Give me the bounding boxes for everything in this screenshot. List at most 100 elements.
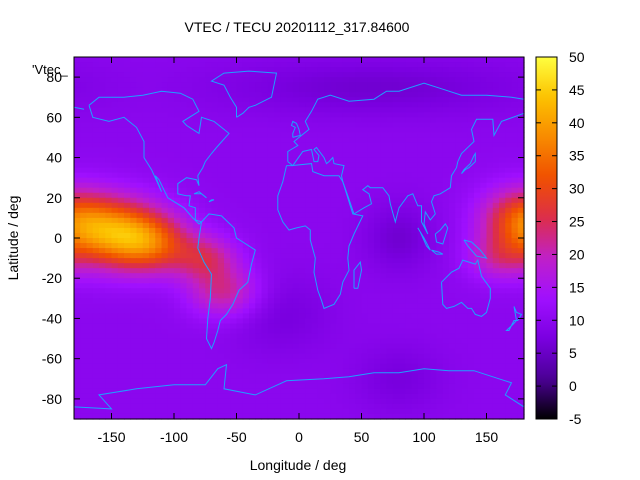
heatmap-cell [361,67,369,73]
heatmap-cell [217,283,225,289]
heatmap-cell [424,333,431,340]
heatmap-cell [411,222,419,229]
heatmap-cell [461,283,469,289]
heatmap-cell [105,363,113,370]
heatmap-cell [111,303,119,309]
heatmap-cell [155,152,163,159]
heatmap-cell [249,157,256,164]
heatmap-cell [374,192,381,199]
heatmap-cell [336,378,344,385]
heatmap-cell [417,107,425,113]
heatmap-cell [342,293,350,299]
heatmap-cell [224,258,231,264]
heatmap-cell [74,368,81,375]
heatmap-cell [124,142,131,149]
heatmap-cell [161,107,169,113]
heatmap-cell [111,137,119,144]
heatmap-cell [280,127,288,134]
heatmap-cell [505,182,513,189]
heatmap-cell [330,147,338,154]
heatmap-cell [199,57,206,63]
heatmap-cell [455,182,463,189]
heatmap-cell [111,353,119,360]
heatmap-cell [424,67,431,73]
heatmap-cell [267,97,275,103]
heatmap-cell [292,368,300,375]
heatmap-cell [474,102,481,108]
heatmap-cell [149,363,156,370]
heatmap-cell [436,398,444,405]
heatmap-cell [349,368,356,375]
heatmap-cell [192,227,200,234]
heatmap-cell [155,232,163,239]
heatmap-cell [192,323,200,330]
heatmap-cell [449,112,456,118]
heatmap-cell [161,112,169,118]
heatmap-cell [161,82,169,88]
heatmap-cell [517,288,525,294]
heatmap-cell [474,157,481,164]
heatmap-cell [305,348,313,355]
heatmap-cell [74,238,81,244]
heatmap-cell [511,142,519,149]
heatmap-cell [355,172,363,179]
heatmap-cell [455,318,463,325]
heatmap-cell [217,293,225,299]
heatmap-cell [142,222,150,229]
heatmap-cell [274,102,281,108]
heatmap-cell [411,388,419,395]
heatmap-cell [480,393,488,400]
heatmap-cell [367,283,375,289]
heatmap-cell [80,363,88,370]
heatmap-cell [105,182,113,189]
heatmap-cell [480,318,488,325]
heatmap-cell [86,197,94,204]
heatmap-cell [380,268,388,274]
heatmap-cell [436,293,444,299]
heatmap-cell [374,197,381,204]
heatmap-cell [299,368,306,375]
heatmap-cell [292,388,300,395]
heatmap-cell [136,107,144,113]
heatmap-cell [449,232,456,239]
heatmap-cell [261,212,269,219]
heatmap-cell [255,273,263,279]
heatmap-cell [161,388,169,395]
heatmap-cell [411,62,419,68]
heatmap-cell [130,333,138,340]
heatmap-cell [86,358,94,365]
heatmap-cell [430,62,438,68]
heatmap-cell [74,127,81,134]
heatmap-cell [211,117,219,123]
heatmap-cell [205,227,213,234]
heatmap-cell [124,167,131,174]
heatmap-cell [124,197,131,204]
heatmap-cell [255,393,263,400]
heatmap-cell [355,227,363,234]
heatmap-cell [192,383,200,390]
heatmap-cell [280,117,288,123]
heatmap-cell [167,273,175,279]
heatmap-cell [455,217,463,224]
heatmap-cell [461,343,469,350]
heatmap-cell [180,142,188,149]
heatmap-cell [286,62,294,68]
heatmap-cell [467,388,475,395]
heatmap-cell [317,227,325,234]
heatmap-cell [455,353,463,360]
heatmap-cell [436,172,444,179]
heatmap-cell [424,388,431,395]
heatmap-cell [167,227,175,234]
heatmap-cell [399,363,406,370]
heatmap-cell [217,278,225,284]
heatmap-cell [74,243,81,249]
heatmap-cell [199,92,206,98]
heatmap-cell [317,212,325,219]
heatmap-cell [374,182,381,189]
heatmap-cell [105,268,113,274]
heatmap-cell [205,182,213,189]
heatmap-cell [480,303,488,309]
heatmap-cell [492,333,500,340]
heatmap-cell [92,167,100,174]
heatmap-cell [224,338,231,345]
